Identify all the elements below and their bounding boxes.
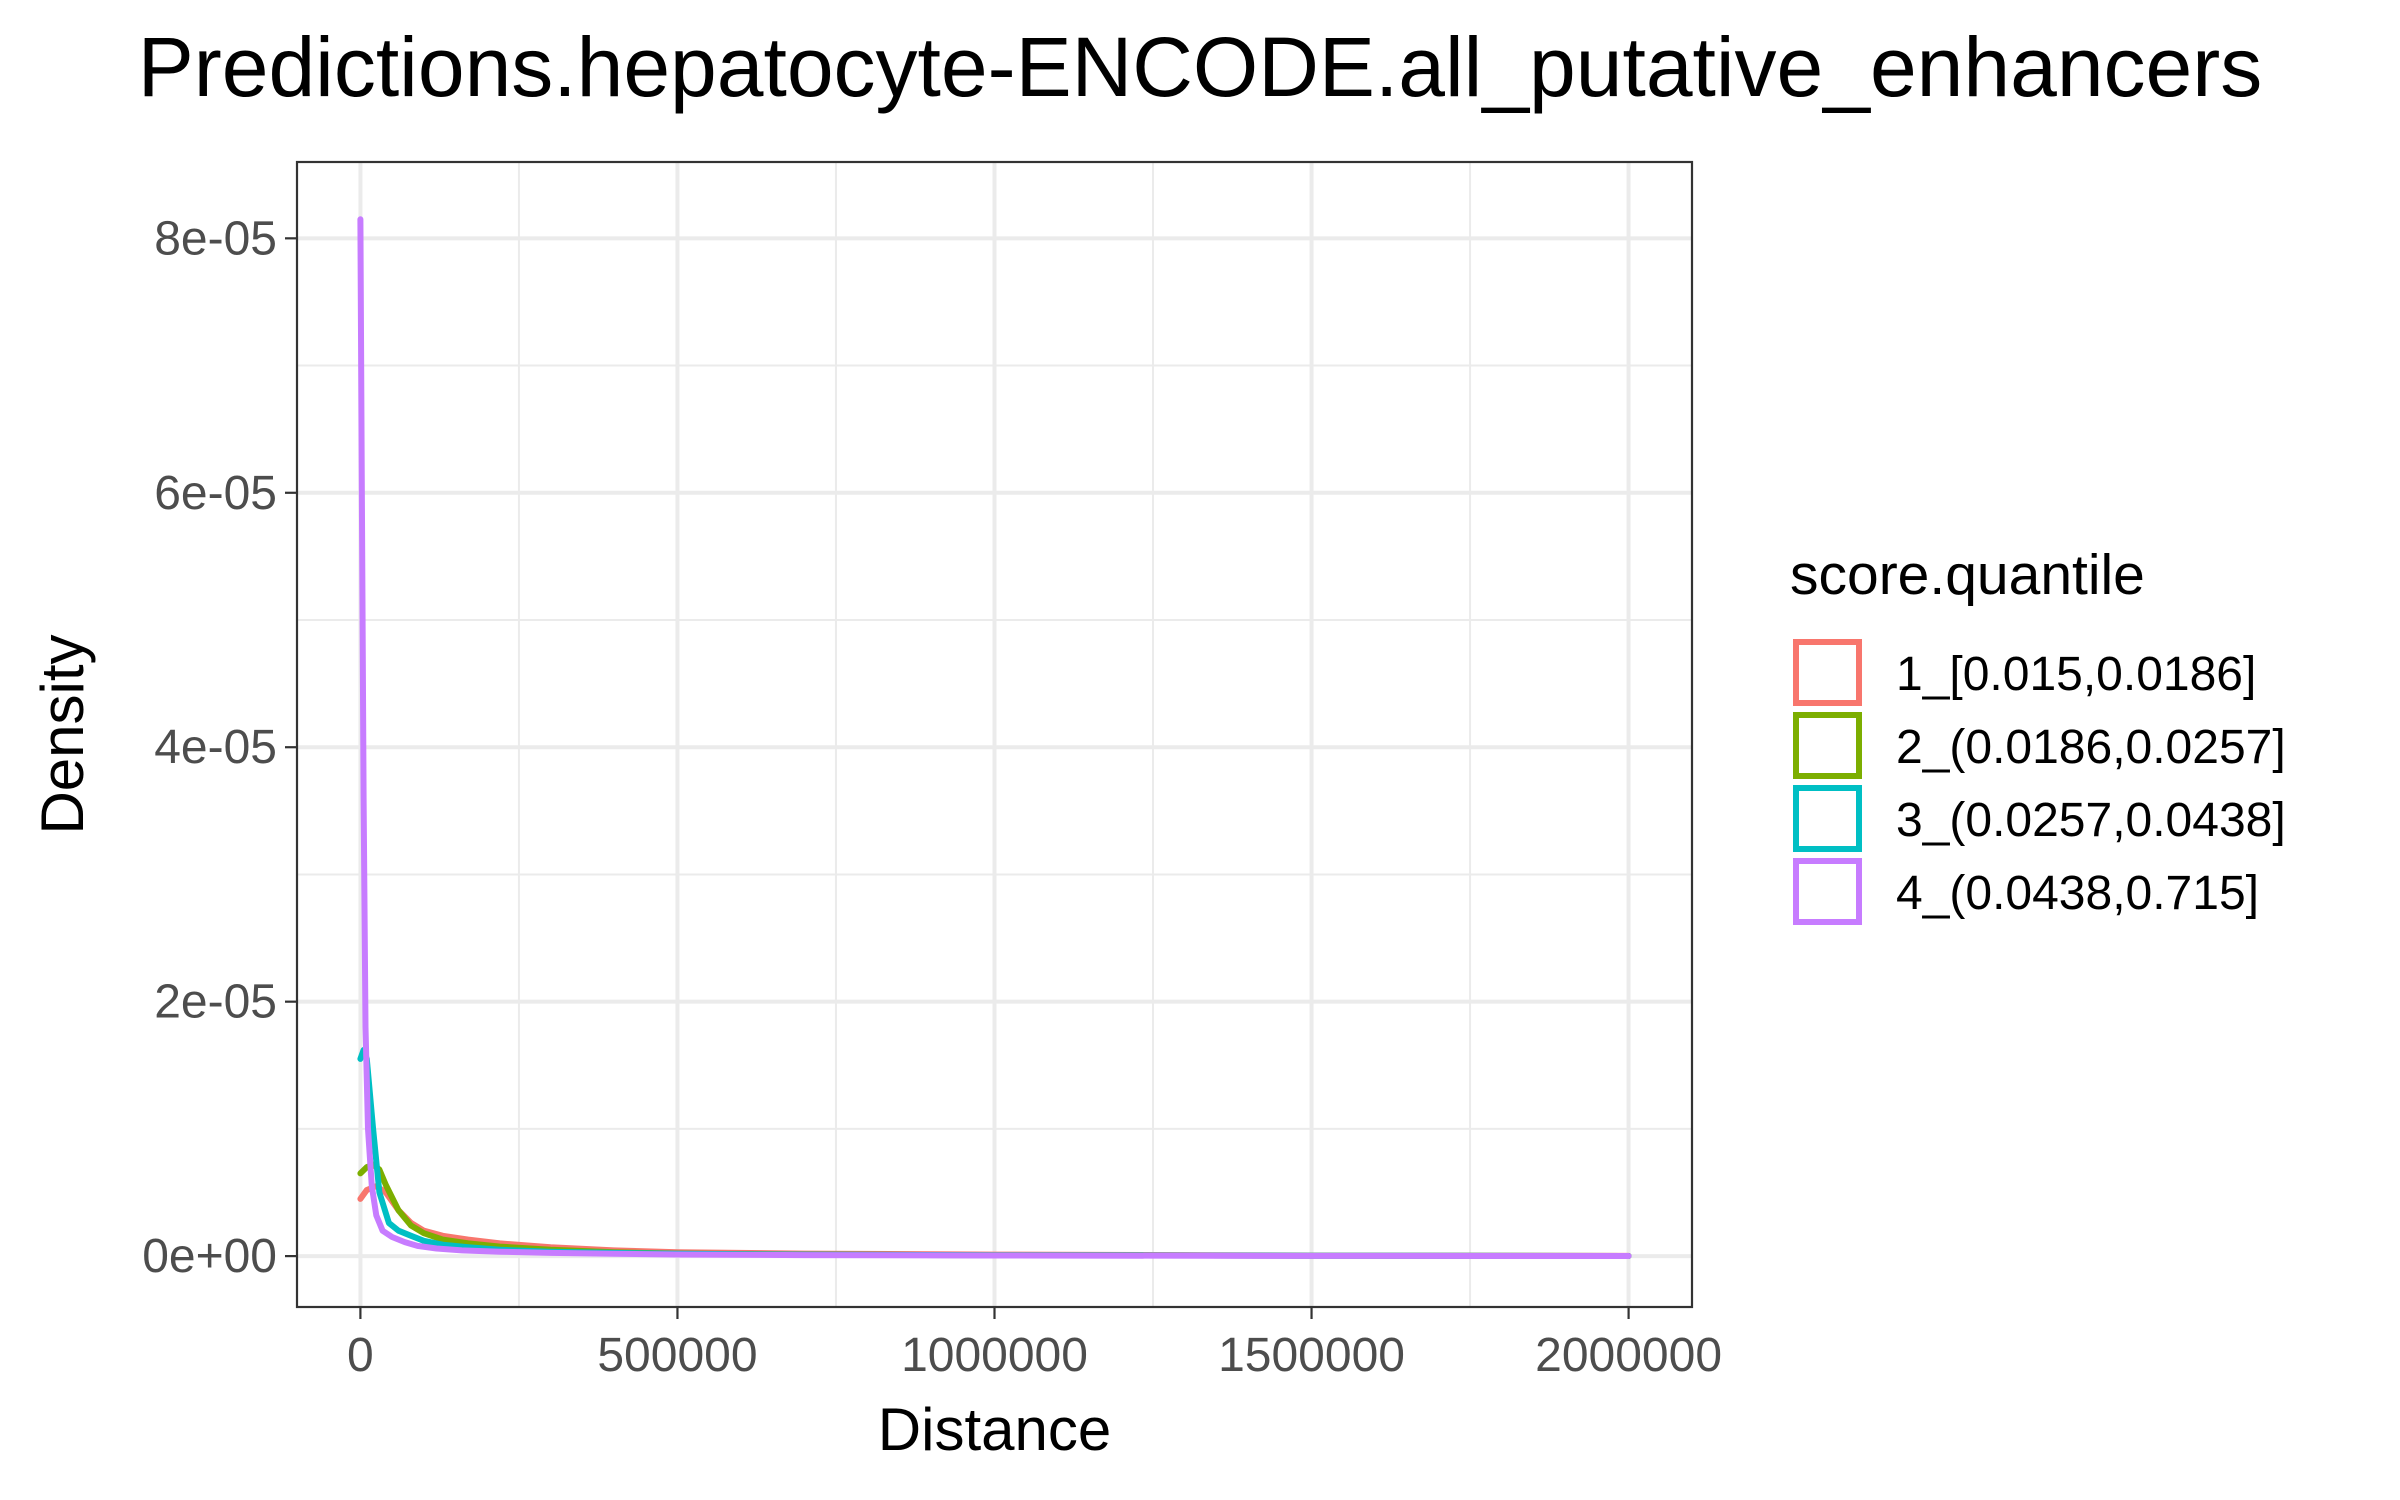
x-axis-label: Distance <box>878 1396 1111 1463</box>
legend-label-3: 3_(0.0257,0.0438] <box>1896 794 2286 847</box>
x-tick-label: 0 <box>347 1329 374 1382</box>
legend: score.quantile 1_[0.015,0.0186] 2_(0.0186… <box>1790 543 2286 925</box>
legend-key-3 <box>1793 785 1862 852</box>
legend-key-1 <box>1793 639 1862 706</box>
x-tick-label: 1000000 <box>901 1329 1088 1382</box>
y-axis: 0e+00 2e-05 4e-05 6e-05 8e-05 <box>142 212 297 1283</box>
plot-panel <box>295 160 1694 1309</box>
series-line-4 <box>357 216 1632 1259</box>
legend-item-1: 1_[0.015,0.0186] <box>1793 639 2256 706</box>
x-tick-label: 1500000 <box>1218 1329 1405 1382</box>
y-tick-label: 2e-05 <box>154 976 277 1029</box>
legend-item-3: 3_(0.0257,0.0438] <box>1793 785 2286 852</box>
y-tick-label: 4e-05 <box>154 721 277 774</box>
x-axis: 0 500000 1000000 1500000 2000000 <box>347 1307 1722 1382</box>
legend-title: score.quantile <box>1790 543 2145 607</box>
y-tick-label: 8e-05 <box>154 212 277 265</box>
y-tick-label: 0e+00 <box>142 1230 277 1283</box>
y-axis-label: Density <box>29 634 96 834</box>
legend-item-2: 2_(0.0186,0.0257] <box>1793 712 2286 779</box>
legend-key-4 <box>1793 858 1862 925</box>
chart-title: Predictions.hepatocyte-ENCODE.all_putati… <box>138 20 2263 114</box>
legend-label-2: 2_(0.0186,0.0257] <box>1896 721 2286 774</box>
legend-item-4: 4_(0.0438,0.715] <box>1793 858 2259 925</box>
x-tick-label: 500000 <box>597 1329 757 1382</box>
x-tick-label: 2000000 <box>1535 1329 1722 1382</box>
y-tick-label: 6e-05 <box>154 467 277 520</box>
legend-key-2 <box>1793 712 1862 779</box>
legend-items: 1_[0.015,0.0186] 2_(0.0186,0.0257] 3_(0.02… <box>1793 639 2286 925</box>
legend-label-1: 1_[0.015,0.0186] <box>1896 648 2256 701</box>
legend-label-4: 4_(0.0438,0.715] <box>1896 867 2259 920</box>
series-lines <box>357 216 1632 1259</box>
